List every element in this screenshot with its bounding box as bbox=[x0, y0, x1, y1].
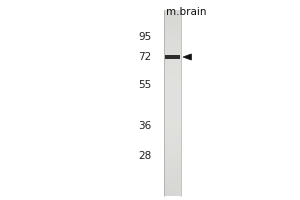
Polygon shape bbox=[183, 54, 191, 60]
Text: 72: 72 bbox=[138, 52, 152, 62]
Bar bbox=[164, 180, 181, 184]
Bar bbox=[164, 156, 181, 159]
Bar bbox=[164, 94, 181, 97]
Bar bbox=[164, 66, 181, 69]
Bar bbox=[164, 90, 181, 94]
Text: m.brain: m.brain bbox=[166, 7, 206, 17]
Bar bbox=[164, 193, 181, 196]
Bar bbox=[164, 44, 181, 47]
Bar bbox=[164, 174, 181, 177]
Bar bbox=[164, 190, 181, 193]
Bar bbox=[164, 143, 181, 146]
Bar bbox=[164, 159, 181, 162]
Bar bbox=[164, 106, 181, 109]
Bar bbox=[164, 56, 181, 60]
Bar bbox=[164, 121, 181, 125]
Bar bbox=[164, 165, 181, 168]
Bar bbox=[164, 124, 181, 128]
Bar bbox=[164, 100, 181, 103]
Bar bbox=[164, 59, 181, 63]
Bar bbox=[164, 171, 181, 174]
Bar bbox=[165, 55, 180, 59]
Bar bbox=[164, 50, 181, 53]
Bar bbox=[164, 112, 181, 115]
Text: 55: 55 bbox=[138, 80, 152, 90]
Bar bbox=[164, 47, 181, 50]
Bar bbox=[164, 118, 181, 122]
Bar bbox=[164, 53, 181, 57]
Bar bbox=[164, 78, 181, 81]
Bar bbox=[164, 137, 181, 140]
Bar bbox=[164, 32, 181, 35]
Bar bbox=[164, 131, 181, 134]
Bar bbox=[164, 177, 181, 180]
Bar bbox=[164, 84, 181, 88]
Bar bbox=[164, 109, 181, 112]
Bar bbox=[164, 75, 181, 78]
Bar bbox=[164, 186, 181, 190]
Bar bbox=[164, 140, 181, 143]
Bar bbox=[164, 10, 181, 13]
Bar bbox=[164, 149, 181, 153]
Bar bbox=[164, 134, 181, 137]
Bar bbox=[164, 38, 181, 41]
Bar bbox=[164, 13, 181, 16]
Bar bbox=[164, 35, 181, 38]
Bar bbox=[164, 72, 181, 75]
Bar bbox=[164, 16, 181, 19]
Bar bbox=[164, 41, 181, 44]
Bar bbox=[164, 97, 181, 100]
Bar bbox=[164, 183, 181, 187]
Bar bbox=[164, 25, 181, 29]
Text: 28: 28 bbox=[138, 151, 152, 161]
Bar bbox=[164, 87, 181, 91]
Bar bbox=[164, 162, 181, 165]
Text: 36: 36 bbox=[138, 121, 152, 131]
Bar bbox=[164, 22, 181, 25]
Text: 95: 95 bbox=[138, 32, 152, 42]
Bar bbox=[164, 168, 181, 171]
Bar bbox=[164, 63, 181, 66]
Bar bbox=[164, 115, 181, 118]
Bar bbox=[164, 146, 181, 150]
Bar bbox=[164, 69, 181, 72]
Bar bbox=[164, 103, 181, 106]
Bar bbox=[164, 128, 181, 131]
Bar bbox=[164, 152, 181, 156]
Bar bbox=[164, 19, 181, 22]
Bar bbox=[164, 28, 181, 32]
Bar bbox=[164, 81, 181, 84]
